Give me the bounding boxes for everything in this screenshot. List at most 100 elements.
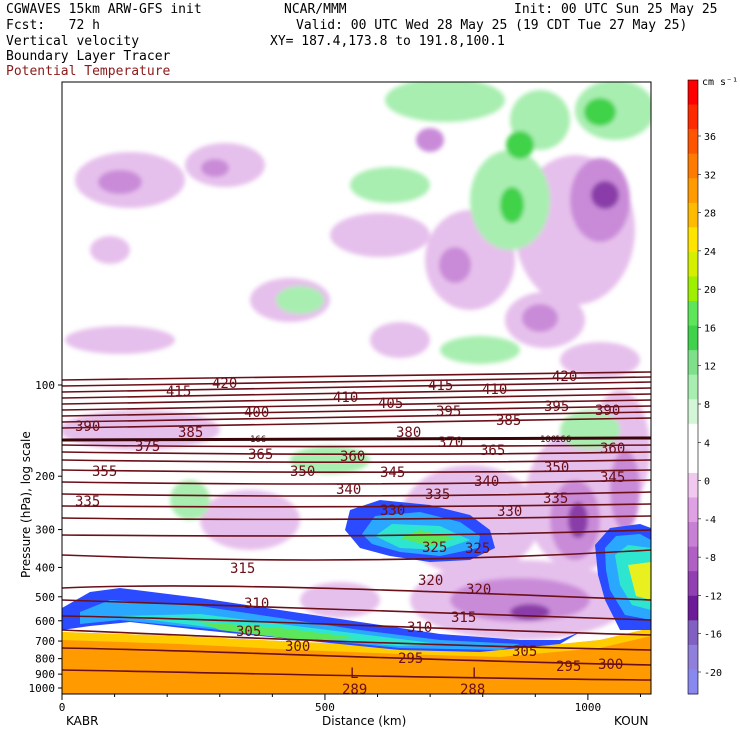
x-axis: 0 500 1000: [59, 694, 641, 714]
model-title: CGWAVES 15km ARW-GFS init: [6, 2, 202, 17]
theta-label: 400: [244, 405, 269, 421]
theta-label: 370: [438, 435, 463, 451]
y-tick-label: 800: [35, 653, 55, 666]
y-tick-label: 100: [35, 379, 55, 392]
colorbar-swatch: [688, 350, 698, 376]
low-marker: L: [472, 666, 480, 682]
theta-label: 410: [333, 390, 358, 406]
theta-label: 288: [460, 682, 485, 698]
left-station-label: KABR: [66, 714, 98, 728]
y-axis-label: Pressure (hPa), log scale: [19, 431, 33, 578]
colorbar-swatch: [688, 571, 698, 597]
theta-label: 390: [595, 403, 620, 419]
colorbar-swatch: [688, 227, 698, 253]
theta-label: 320: [466, 582, 491, 598]
theta-label: 340: [474, 474, 499, 490]
tracer-marker: 166: [555, 435, 571, 445]
colorbar-label: 12: [704, 362, 716, 373]
org-label: NCAR/MMM: [284, 2, 347, 17]
colorbar-swatch: [688, 104, 698, 130]
colorbar-swatch: [688, 620, 698, 646]
field-vertical-velocity: Vertical velocity: [6, 34, 140, 49]
colorbar-label: -8: [704, 553, 716, 564]
theta-label: 335: [543, 491, 568, 507]
theta-label: 305: [512, 644, 537, 660]
potential-temperature-contours: [62, 371, 651, 681]
theta-label: 320: [418, 573, 443, 589]
theta-label: 410: [482, 382, 507, 398]
colorbar-label: 28: [704, 209, 716, 220]
theta-label: 289: [342, 682, 367, 698]
theta-label: 295: [398, 651, 423, 667]
y-tick-label: 400: [35, 561, 55, 574]
theta-label: 385: [496, 413, 521, 429]
theta-label: 340: [336, 482, 361, 498]
right-station-label: KOUN: [614, 714, 648, 728]
colorbar-swatch: [688, 325, 698, 351]
colorbar-label: 8: [704, 400, 710, 411]
colorbar-swatch: [688, 374, 698, 400]
field-boundary-layer-tracer: Boundary Layer Tracer: [6, 49, 171, 64]
theta-labels: 420 415 420 415 410 410 405 400 395 385 …: [75, 369, 625, 698]
theta-label: 365: [480, 443, 505, 459]
colorbar-swatch: [688, 251, 698, 277]
y-tick-label: 900: [35, 668, 55, 681]
colorbar-swatch: [688, 178, 698, 204]
colorbar-swatch: [688, 595, 698, 621]
theta-label: 360: [600, 441, 625, 457]
y-tick-label: 1000: [29, 682, 56, 695]
colorbar-label: -16: [704, 630, 722, 641]
init-time: Init: 00 UTC Sun 25 May 25: [514, 2, 718, 17]
x-axis-label: Distance (km): [322, 714, 406, 728]
theta-label: 395: [544, 399, 569, 415]
theta-label: 375: [135, 439, 160, 455]
y-tick-label: 200: [35, 470, 55, 483]
shaded-fields: 420 415 420 415 410 410 405 400 395 385 …: [62, 82, 651, 698]
valid-time: Valid: 00 UTC Wed 28 May 25 (19 CDT Tue …: [296, 18, 688, 33]
theta-label: 335: [425, 487, 450, 503]
theta-label: 345: [600, 470, 625, 486]
x-tick-label: 1000: [575, 701, 602, 714]
colorbar-swatch: [688, 202, 698, 228]
low-marker: L: [350, 666, 358, 682]
theta-label: 310: [244, 596, 269, 612]
theta-label: 415: [166, 384, 191, 400]
theta-label: 310: [407, 620, 432, 636]
cross-section-endpoints: XY= 187.4,173.8 to 191.8,100.1: [270, 34, 505, 49]
colorbar-swatch: [688, 399, 698, 425]
y-tick-label: 300: [35, 524, 55, 537]
theta-label: 360: [340, 449, 365, 465]
colorbar-swatch: [688, 522, 698, 548]
colorbar-swatch: [688, 644, 698, 670]
colorbar-swatch: [688, 276, 698, 302]
colorbar-swatch: [688, 497, 698, 523]
colorbar-swatch: [688, 153, 698, 179]
theta-label: 385: [178, 425, 203, 441]
y-tick-label: 600: [35, 615, 55, 628]
theta-label: 330: [380, 503, 405, 519]
theta-label: 405: [378, 396, 403, 412]
theta-label: 325: [422, 540, 447, 556]
theta-label: 365: [248, 447, 273, 463]
y-tick-label: 700: [35, 635, 55, 648]
colorbar-swatch: [688, 669, 698, 695]
theta-label: 380: [396, 425, 421, 441]
theta-label: 355: [92, 464, 117, 480]
tracer-marker: 166: [250, 435, 266, 445]
y-tick-label: 500: [35, 591, 55, 604]
colorbar-swatch: [688, 472, 698, 499]
colorbar-unit: cm s⁻¹: [702, 77, 738, 88]
theta-label: 415: [428, 378, 453, 394]
theta-label: 330: [497, 504, 522, 520]
theta-label: 325: [465, 541, 490, 557]
theta-label: 315: [230, 561, 255, 577]
theta-label: 390: [75, 419, 100, 435]
colorbar-frame: [687, 79, 699, 695]
x-tick-label: 0: [59, 701, 66, 714]
colorbar-label: 36: [704, 132, 716, 143]
colorbar-label: -20: [704, 668, 722, 679]
theta-label: 395: [436, 404, 461, 420]
theta-label: 335: [75, 494, 100, 510]
